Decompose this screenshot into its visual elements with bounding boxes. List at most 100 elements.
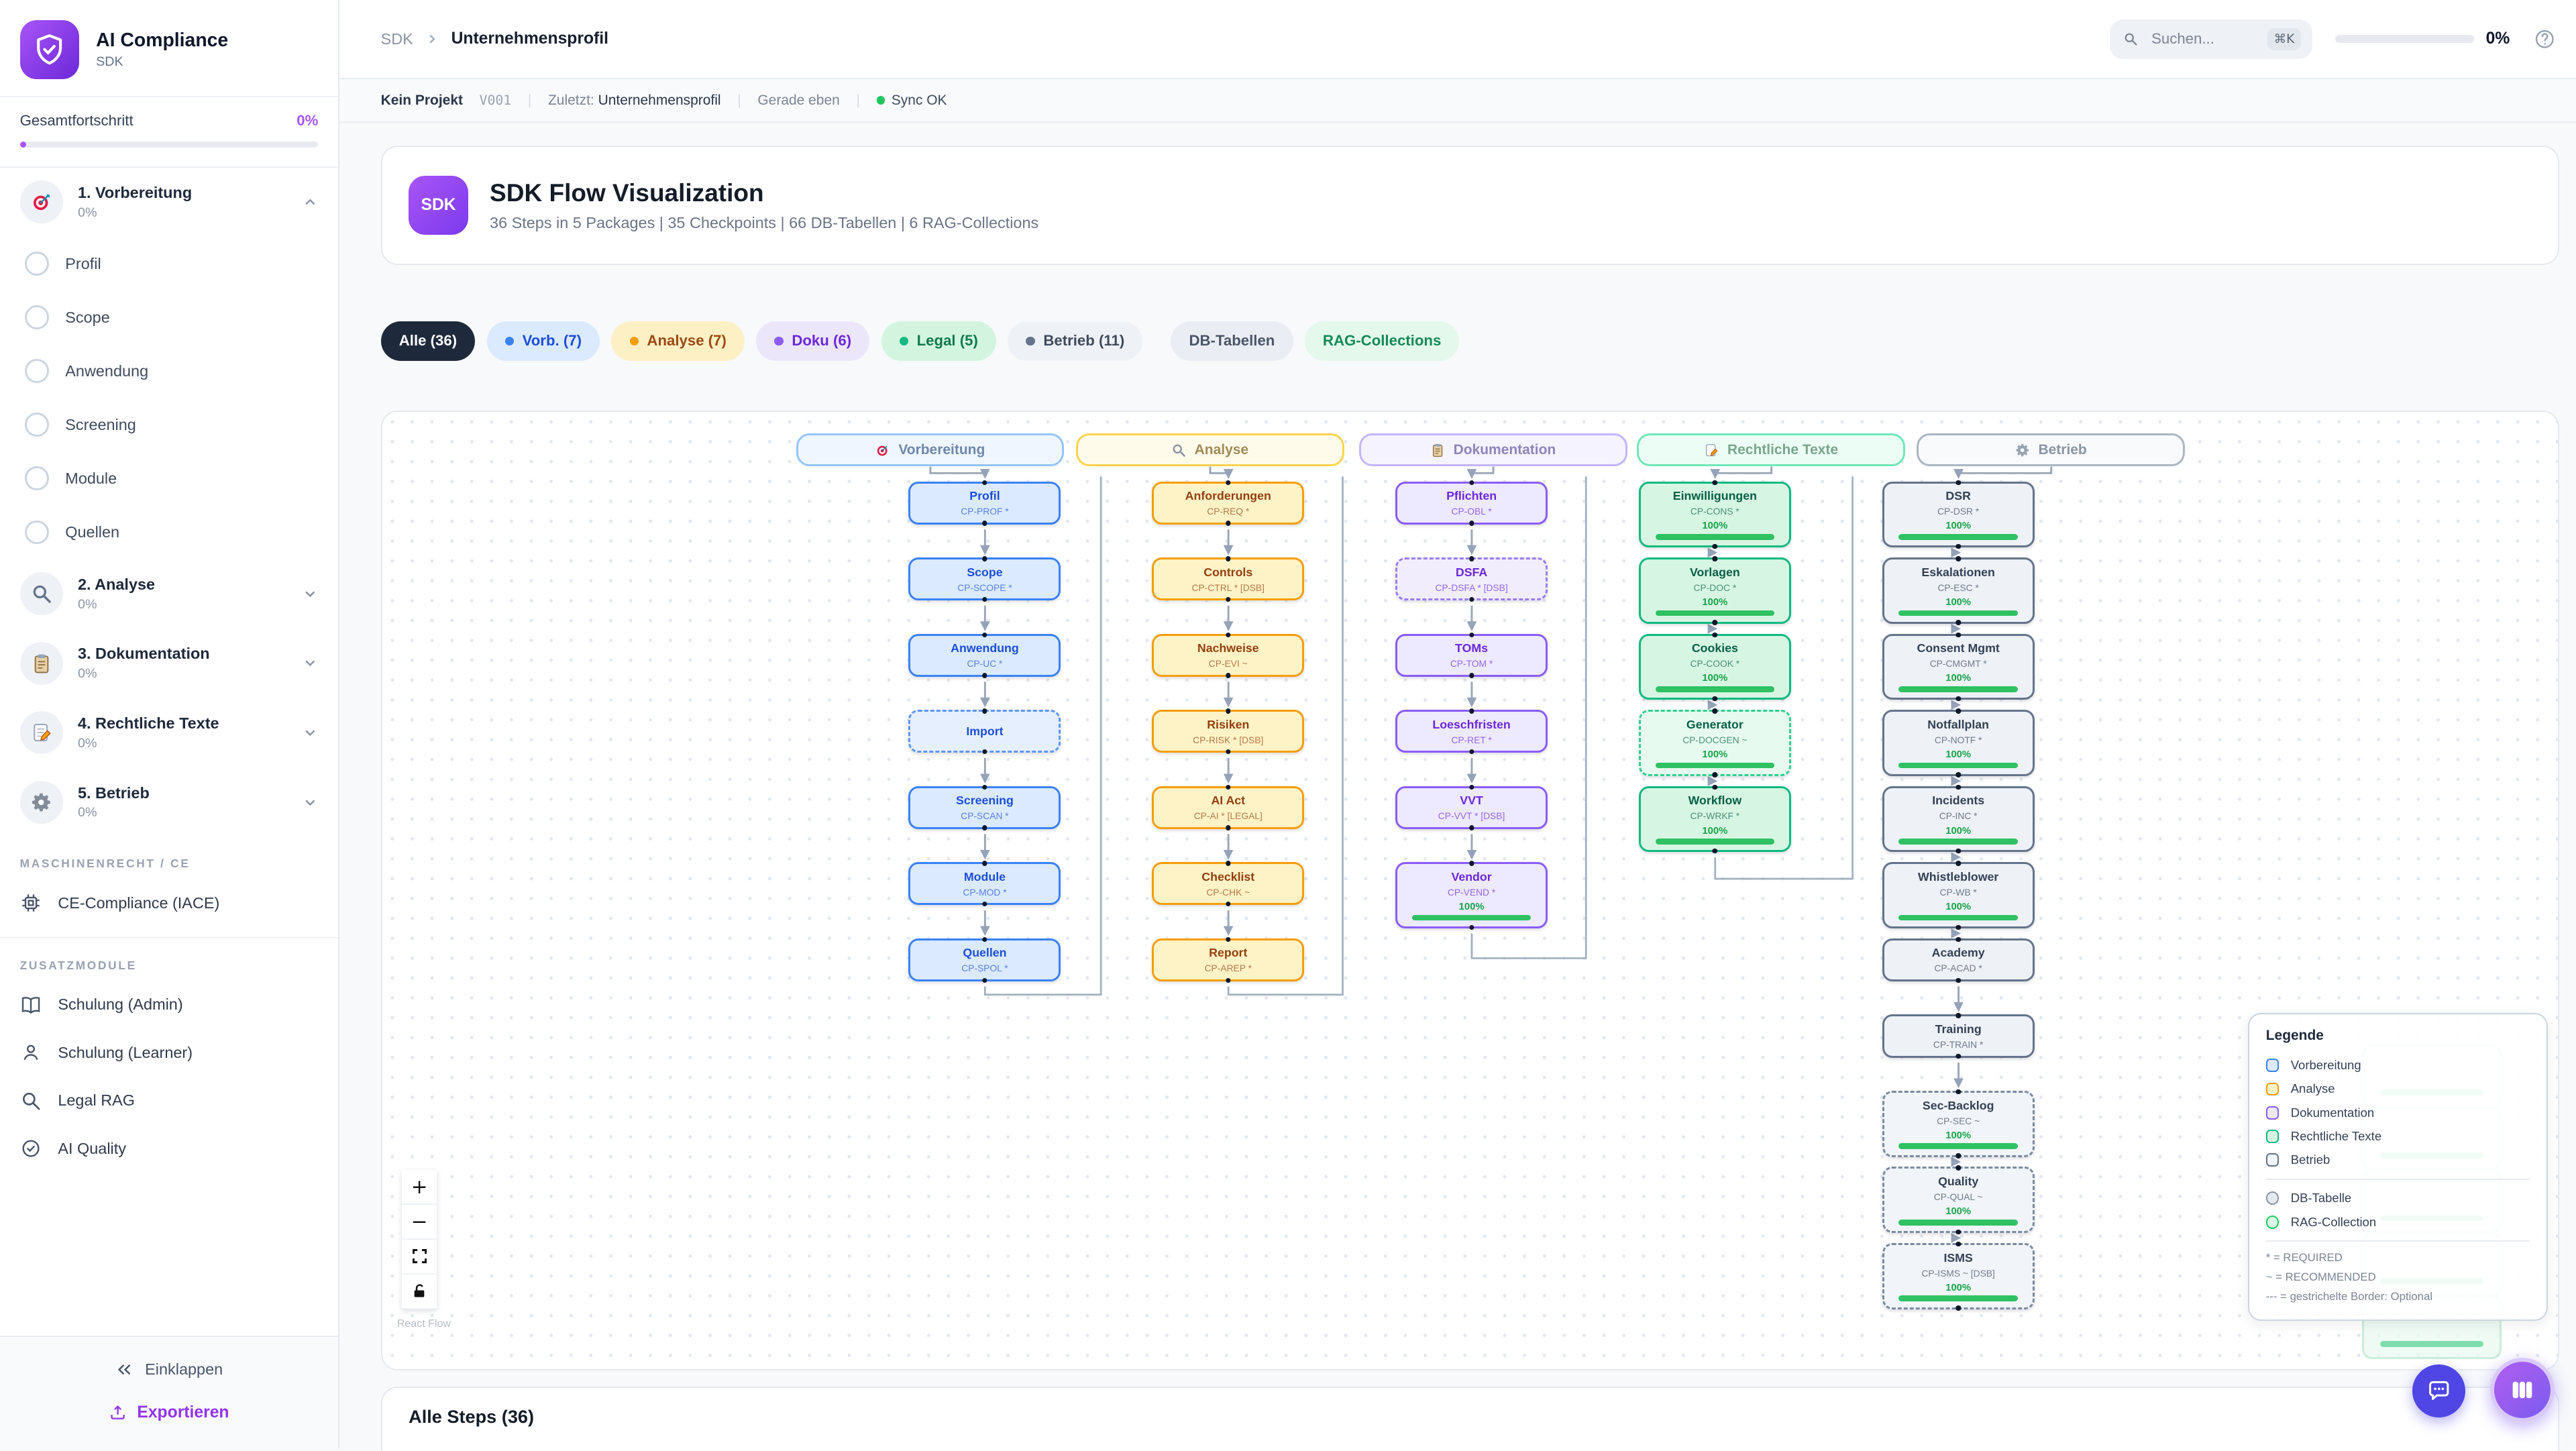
reactflow-controls: + − <box>402 1170 437 1309</box>
check-circle-icon <box>20 1138 42 1159</box>
sidebar-phase-betrieb[interactable]: 5. Betrieb 0% <box>0 767 338 837</box>
legend-item: Rechtliche Texte <box>2266 1124 2530 1148</box>
sidebar-substep-scope[interactable]: Scope <box>0 290 338 344</box>
package-header-betrieb: Betrieb <box>1917 433 2185 466</box>
search-box[interactable]: ⌘K <box>2110 19 2312 59</box>
sidebar-phase-rechtliche-texte[interactable]: 4. Rechtliche Texte 0% <box>0 698 338 768</box>
filter-chip-betrieb[interactable]: Betrieb (11) <box>1008 321 1142 361</box>
sidebar-item-schulung-admin[interactable]: Schulung (Admin) <box>0 981 338 1029</box>
filter-chip-legal[interactable]: Legal (5) <box>881 321 996 361</box>
app-subtitle: SDK <box>96 54 228 70</box>
chevron-down-icon[interactable] <box>302 794 319 811</box>
chevron-down-icon[interactable] <box>302 586 319 602</box>
filter-chip-alle[interactable]: Alle (36) <box>381 321 476 361</box>
columns-fab-button[interactable] <box>2490 1358 2555 1422</box>
sidebar-substep-anwendung[interactable]: Anwendung <box>0 344 338 398</box>
sidebar-substep-profil[interactable]: Profil <box>0 237 338 290</box>
sidebar-phase-dokumentation[interactable]: 3. Dokumentation 0% <box>0 629 338 698</box>
search-input[interactable] <box>2148 29 2257 50</box>
sidebar-item-legal-rag[interactable]: Legal RAG <box>0 1077 338 1125</box>
sidebar-phase-vorbereitung[interactable]: 1. Vorbereitung 0% <box>0 168 338 237</box>
sidebar-item-ai-quality[interactable]: AI Quality <box>0 1125 338 1173</box>
search-icon <box>20 1090 42 1112</box>
page-title: SDK Flow Visualization <box>490 178 1038 207</box>
sidebar-phase-analyse[interactable]: 2. Analyse 0% <box>0 559 338 629</box>
divider <box>2266 1240 2530 1242</box>
zoom-in-button[interactable]: + <box>402 1170 437 1205</box>
lock-button[interactable] <box>402 1275 437 1309</box>
all-steps-heading: Alle Steps (36) <box>409 1406 2532 1428</box>
filter-chip-analyse[interactable]: Analyse (7) <box>611 321 745 361</box>
sidebar-substep-quellen[interactable]: Quellen <box>0 505 338 559</box>
flow-node-import[interactable]: Import <box>908 710 1061 753</box>
sidebar-item-schulung-learner[interactable]: Schulung (Learner) <box>0 1029 338 1077</box>
sync-status: Sync OK <box>892 93 947 109</box>
zoom-out-button[interactable]: − <box>402 1205 437 1240</box>
sidebar-item-ce-compliance[interactable]: CE-Compliance (IACE) <box>0 879 338 928</box>
last-value: Unternehmensprofil <box>598 93 721 108</box>
chevron-down-icon[interactable] <box>302 724 319 741</box>
filter-chip-rag-collections[interactable]: RAG-Collections <box>1305 321 1460 361</box>
package-header-vorbereitung: Vorbereitung <box>796 433 1065 466</box>
overall-progress-value: 0% <box>297 112 318 129</box>
upload-icon <box>109 1403 127 1421</box>
legend-item: Vorbereitung <box>2266 1053 2530 1077</box>
purple-dot-icon <box>774 337 784 346</box>
sidebar-substep-screening[interactable]: Screening <box>0 398 338 451</box>
breadcrumb-root[interactable]: SDK <box>381 30 413 48</box>
fit-view-button[interactable] <box>402 1240 437 1275</box>
chat-fab-button[interactable] <box>2412 1364 2465 1417</box>
help-icon[interactable] <box>2533 28 2557 51</box>
slate-dot-icon <box>1026 337 1035 346</box>
filter-chip-vorbereitung[interactable]: Vorb. (7) <box>487 321 600 361</box>
collapse-sidebar-button[interactable]: Einklappen <box>0 1360 338 1379</box>
filter-chip-db-tabellen[interactable]: DB-Tabellen <box>1171 321 1293 361</box>
blue-swatch-icon <box>2266 1059 2279 1072</box>
legend-item: Analyse <box>2266 1077 2530 1101</box>
chevron-up-icon[interactable] <box>302 194 319 211</box>
sidebar-substep-module[interactable]: Module <box>0 451 338 505</box>
legend-item: RAG-Collection <box>2266 1210 2530 1234</box>
chevron-down-icon[interactable] <box>302 655 319 671</box>
export-button[interactable]: Exportieren <box>0 1403 338 1422</box>
chevron-right-icon <box>425 32 439 46</box>
filter-chip-doku[interactable]: Doku (6) <box>756 321 869 361</box>
reactflow-attribution[interactable]: React Flow <box>397 1318 451 1330</box>
